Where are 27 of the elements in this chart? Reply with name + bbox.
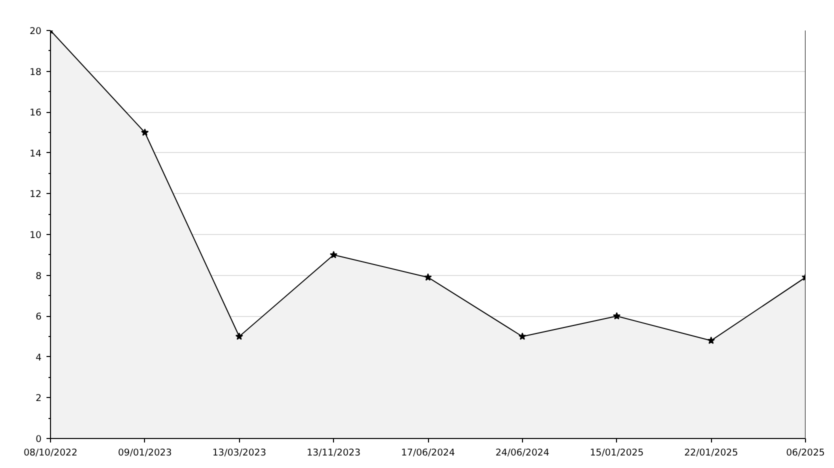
- x-tick-label: 13/11/2023: [306, 448, 361, 458]
- y-tick-label: 8: [36, 270, 42, 282]
- y-tick-label: 20: [30, 26, 42, 37]
- y-tick-label: 4: [36, 352, 42, 364]
- x-tick-label: 17/06/2024: [401, 448, 455, 458]
- point: [518, 332, 526, 340]
- point: [330, 250, 338, 258]
- x-tick-label: 13/03/2023: [212, 448, 266, 458]
- y-tick-label: 12: [30, 189, 42, 200]
- point: [612, 312, 621, 320]
- x-tick-label: 09/01/2023: [118, 448, 172, 458]
- point: [707, 336, 715, 344]
- point: [235, 332, 244, 340]
- y-tick-label: 0: [36, 434, 42, 445]
- y-tick-label: 14: [30, 148, 42, 160]
- y-tick-label: 2: [36, 393, 42, 404]
- point: [424, 273, 432, 281]
- y-tick-label: 16: [30, 108, 42, 119]
- x-tick-label: 08/10/2022: [24, 448, 78, 458]
- x-tick-label: 15/01/2025: [590, 448, 644, 458]
- y-tick-label: 6: [36, 312, 42, 323]
- y-tick-label: 10: [30, 230, 42, 241]
- point: [141, 128, 149, 136]
- x-tick-label: 06/2025: [786, 448, 825, 458]
- y-tick-label: 18: [30, 66, 42, 78]
- x-tick-label: 22/01/2025: [684, 448, 738, 458]
- x-tick-label: 24/06/2024: [495, 448, 550, 458]
